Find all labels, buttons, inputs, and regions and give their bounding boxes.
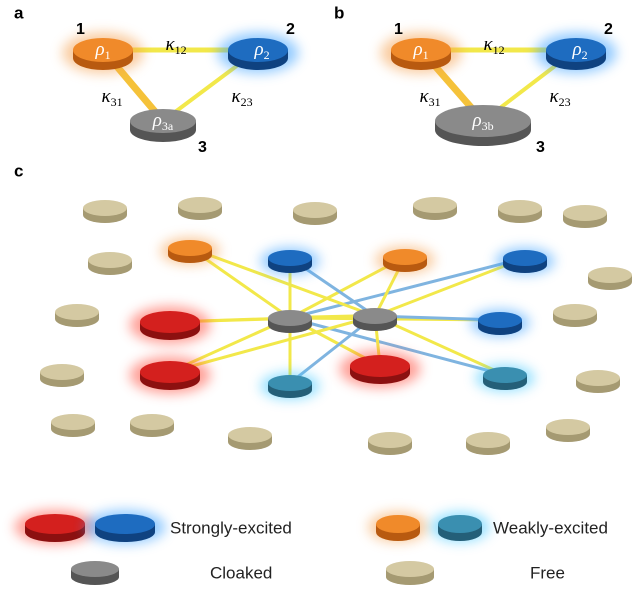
- subscript: 23: [241, 95, 253, 109]
- disc-top: [576, 370, 620, 386]
- panel-label: a: [14, 3, 24, 22]
- disc-top: [268, 310, 312, 326]
- node-number: 2: [286, 21, 295, 38]
- disc-top: [353, 308, 397, 324]
- symbol: ρ: [152, 110, 162, 131]
- subscript: 23: [559, 95, 571, 109]
- subscript: 3a: [162, 119, 174, 133]
- disc-top: [503, 250, 547, 266]
- panel-label: c: [14, 161, 23, 180]
- disc-top: [168, 240, 212, 256]
- disc-top: [178, 197, 222, 213]
- symbol-label: κ23: [549, 86, 570, 108]
- disc-top: [293, 202, 337, 218]
- node-number: 2: [604, 21, 613, 38]
- symbol: ρ: [571, 39, 581, 60]
- node-number: 3: [536, 139, 545, 156]
- subscript: 3b: [482, 119, 494, 133]
- disc-top: [228, 427, 272, 443]
- subscript: 2: [264, 48, 270, 62]
- symbol: ρ: [253, 39, 263, 60]
- node-number: 3: [198, 139, 207, 156]
- disc-top: [383, 249, 427, 265]
- disc-top: [386, 561, 434, 577]
- symbol-label: κ23: [231, 86, 252, 108]
- legend-label: Free: [530, 563, 565, 582]
- panel-label: b: [334, 3, 344, 22]
- disc-top: [140, 361, 200, 383]
- legend-label: Weakly-excited: [493, 518, 608, 537]
- disc-top: [51, 414, 95, 430]
- disc-top: [478, 312, 522, 328]
- page: {"panels": { "a": {"label": "a", "nodes"…: [0, 0, 638, 592]
- disc-top: [368, 432, 412, 448]
- disc-top: [376, 515, 420, 533]
- symbol-label: κ31: [419, 86, 440, 108]
- subscript: 12: [175, 43, 187, 57]
- node-number: 1: [76, 21, 85, 38]
- disc-top: [95, 514, 155, 534]
- disc-top: [563, 205, 607, 221]
- disc-top: [55, 304, 99, 320]
- disc-top: [413, 197, 457, 213]
- symbol: ρ: [471, 110, 481, 131]
- disc-top: [83, 200, 127, 216]
- node-number: 1: [394, 21, 403, 38]
- symbol-label: κ12: [165, 34, 186, 56]
- disc-top: [466, 432, 510, 448]
- symbol-label: κ31: [101, 86, 122, 108]
- symbol: ρ: [94, 39, 104, 60]
- subscript: 1: [423, 48, 429, 62]
- disc-top: [483, 367, 527, 383]
- disc-top: [40, 364, 84, 380]
- figure: a b c Strongly-excited Weakly-excited Cl…: [0, 0, 638, 592]
- disc-top: [546, 419, 590, 435]
- disc-top: [588, 267, 632, 283]
- disc-top: [268, 375, 312, 391]
- symbol-label: κ12: [483, 34, 504, 56]
- disc-top: [350, 355, 410, 377]
- subscript: 1: [105, 48, 111, 62]
- symbol: ρ: [412, 39, 422, 60]
- subscript: 31: [429, 95, 441, 109]
- disc-top: [140, 311, 200, 333]
- subscript: 12: [493, 43, 505, 57]
- disc-top: [88, 252, 132, 268]
- disc-top: [130, 414, 174, 430]
- disc-top: [553, 304, 597, 320]
- disc-top: [268, 250, 312, 266]
- disc-top: [498, 200, 542, 216]
- subscript: 2: [582, 48, 588, 62]
- legend-label: Cloaked: [210, 563, 272, 582]
- disc-top: [438, 515, 482, 533]
- subscript: 31: [111, 95, 123, 109]
- disc-top: [71, 561, 119, 577]
- legend-label: Strongly-excited: [170, 518, 292, 537]
- disc-top: [25, 514, 85, 534]
